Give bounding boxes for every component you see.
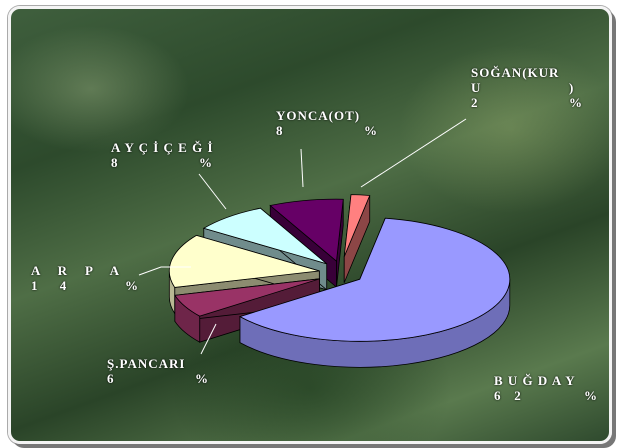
label-aycicegi: A Y Ç İ Ç E Ğ İ 8 % [111,140,221,170]
label-arpa-pct: % [125,278,139,293]
leader-line-sogan [360,118,467,188]
label-sogan-line2: U [471,80,482,95]
pie-slice-yonca-top [269,198,344,262]
pie-slice-spancari-top [174,278,320,317]
label-bugday: B U Ğ D A Y 6 2 % [494,373,604,403]
leader-line-spancari [200,323,217,355]
label-sogan-name: SOĞAN(KUR [471,65,560,80]
label-aycicegi-pct: % [199,155,213,170]
label-spancari-value: 6 [107,371,115,386]
pie-slice-sogan-top [343,194,371,257]
label-aycicegi-value: 8 [111,155,119,170]
label-arpa: A R P A 1 4 % [31,263,151,293]
label-spancari-name: Ş.PANCARI [107,356,186,371]
label-aycicegi-name: A Y Ç İ Ç E Ğ İ [111,140,214,155]
label-sogan-paren: ) [569,80,575,95]
pie-slice-aycicegi-top [202,207,327,265]
label-sogan-pct: % [569,95,583,110]
pie-slice-sogan [343,194,371,283]
label-spancari: Ş.PANCARI 6 % [107,356,217,386]
label-sogan-value: 2 [471,95,479,110]
label-spancari-pct: % [195,371,209,386]
label-bugday-value: 6 2 [494,388,522,403]
label-yonca: YONCA(OT) 8 % [276,108,386,138]
label-yonca-pct: % [364,123,378,138]
pie-slice-bugday-top [238,217,511,342]
pie-slice-arpa-top [168,234,320,288]
label-sogan: SOĞAN(KUR U 2 ) % [471,65,601,110]
leader-line-aycicegi [198,173,227,210]
label-bugday-name: B U Ğ D A Y [494,373,576,388]
label-bugday-pct: % [584,388,598,403]
label-arpa-name: A R P A [31,263,120,278]
label-arpa-value: 1 4 [31,278,68,293]
chart-frame: B U Ğ D A Y 6 2 % Ş.PANCARI 6 % A R P A … [8,6,612,444]
pie-slice-bugday [238,217,511,368]
pie-chart [138,118,511,368]
leader-line-yonca [300,148,304,188]
label-yonca-name: YONCA(OT) [276,108,361,123]
label-yonca-value: 8 [276,123,284,138]
leader-line-arpa [138,266,191,276]
